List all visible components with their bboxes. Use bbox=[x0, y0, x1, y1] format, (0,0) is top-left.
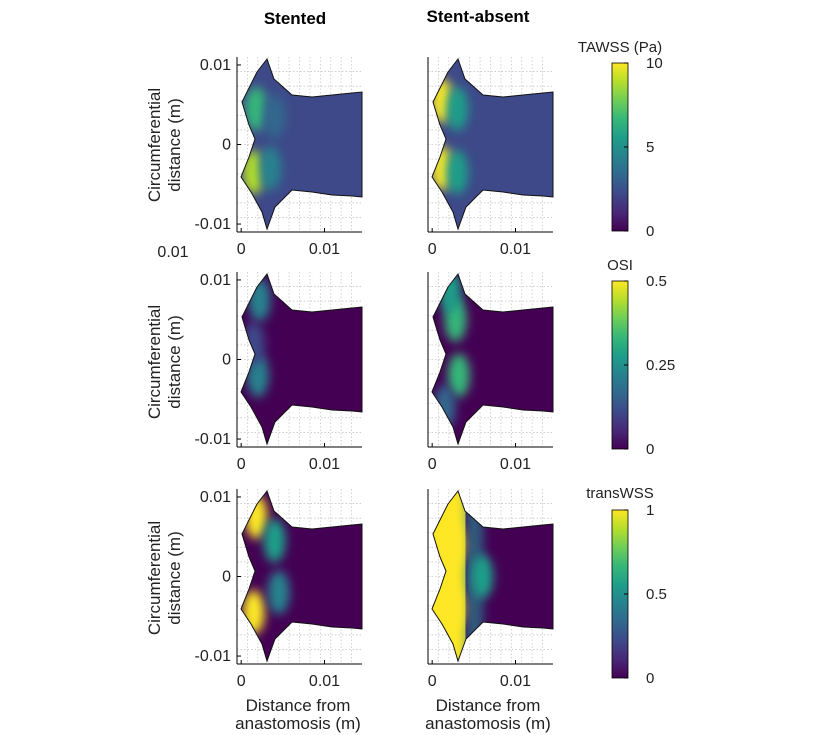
heatmap-field bbox=[432, 59, 553, 229]
vessel-outline bbox=[431, 489, 554, 663]
heatmap-panel-tawss-stented: 0 0.01 0.01 0 -0.01 bbox=[195, 57, 363, 258]
heatmap-hotspot bbox=[471, 554, 494, 599]
vessel-outline bbox=[240, 489, 363, 663]
heatmap-panel-tawss-stent-absent: 0 0.01 bbox=[427, 57, 554, 258]
y-tick-label: -0.01 bbox=[195, 216, 232, 233]
y-tick-label: -0.01 bbox=[195, 431, 232, 448]
ylabel-row-2: Circumferential distance (m) bbox=[145, 305, 184, 419]
column-title-stented: Stented bbox=[264, 9, 326, 28]
colorbar-tick-label: 0.5 bbox=[646, 273, 667, 290]
stray-tick-label: 0.01 bbox=[157, 244, 188, 261]
heatmap-field bbox=[241, 491, 362, 661]
ylabel-row-1: Circumferential distance (m) bbox=[145, 88, 184, 202]
y-tick-label: 0 bbox=[222, 569, 231, 586]
x-tick-label: 0.01 bbox=[500, 241, 531, 258]
heatmap-saturated-region bbox=[432, 491, 466, 661]
colorbar-tick-label: 0.25 bbox=[646, 357, 675, 374]
xlabel-line2: anastomosis (m) bbox=[235, 714, 361, 733]
colorbar-osi: OSI 0.5 0.25 0 bbox=[607, 257, 675, 458]
xlabel-right: Distance from anastomosis (m) bbox=[425, 696, 551, 733]
x-tick-label: 0 bbox=[428, 456, 437, 473]
heatmap-hotspot bbox=[446, 86, 469, 131]
heatmap-field bbox=[241, 59, 362, 229]
y-tick-label: 0 bbox=[222, 352, 231, 369]
heatmap-hotspot bbox=[442, 586, 464, 631]
y-tick-label: 0.01 bbox=[200, 489, 231, 506]
heatmap-hotspot bbox=[242, 150, 265, 195]
y-tick-label: 0 bbox=[222, 137, 231, 154]
colorbar-tick-label: 5 bbox=[646, 139, 654, 156]
x-tick-label: 0 bbox=[428, 673, 437, 690]
vessel-outline bbox=[240, 272, 363, 446]
heatmap-panel-osi-stent-absent: 0 0.01 bbox=[427, 272, 554, 473]
heatmap-hotspot bbox=[439, 274, 462, 314]
vessel-outline bbox=[240, 57, 363, 231]
colorbar-tick-label: 0 bbox=[646, 223, 654, 240]
y-tick-label: 0.01 bbox=[200, 57, 231, 74]
colorbar-title: transWSS bbox=[586, 485, 654, 502]
heatmap-field bbox=[432, 491, 553, 661]
ylabel-line2: distance (m) bbox=[165, 98, 184, 192]
heatmap-hotspot bbox=[263, 94, 286, 139]
x-tick-label: 0.01 bbox=[500, 673, 531, 690]
ylabel-line1: Circumferential bbox=[145, 305, 164, 419]
x-tick-label: 0.01 bbox=[309, 456, 340, 473]
heatmap-panel-osi-stented: 0 0.01 0.01 0 -0.01 bbox=[195, 272, 363, 473]
x-tick-label: 0.01 bbox=[500, 456, 531, 473]
xlabel-line1: Distance from bbox=[246, 696, 351, 715]
y-tick-label: -0.01 bbox=[195, 648, 232, 665]
vessel-outline bbox=[431, 57, 554, 231]
heatmap-hotspot bbox=[447, 353, 470, 398]
xlabel-line1: Distance from bbox=[436, 696, 541, 715]
heatmap-hotspot bbox=[442, 522, 464, 567]
heatmap-hotspot bbox=[259, 146, 282, 191]
heatmap-field bbox=[241, 274, 362, 444]
vessel-outline bbox=[431, 272, 554, 446]
ylabel-row-3: Circumferential distance (m) bbox=[145, 521, 184, 635]
heatmap-hotspot bbox=[446, 150, 469, 195]
ylabel-line1: Circumferential bbox=[145, 521, 164, 635]
x-tick-label: 0 bbox=[428, 241, 437, 258]
x-tick-label: 0 bbox=[237, 456, 246, 473]
column-title-stent-absent: Stent-absent bbox=[427, 7, 530, 26]
heatmap-panel-transwss-stented: 0 0.01 0.01 0 -0.01 bbox=[195, 489, 363, 690]
colorbar-tick-label: 0.5 bbox=[646, 586, 667, 603]
heatmap-hotspot bbox=[245, 494, 268, 539]
colorbar-title: OSI bbox=[607, 257, 633, 274]
heatmap-panel-transwss-stent-absent: 0 0.01 bbox=[427, 489, 554, 690]
xlabel-left: Distance from anastomosis (m) bbox=[235, 696, 361, 733]
heatmap-base bbox=[241, 59, 362, 229]
x-tick-label: 0 bbox=[237, 673, 246, 690]
x-tick-label: 0.01 bbox=[309, 673, 340, 690]
colorbar-tick-label: 0 bbox=[646, 670, 654, 687]
heatmap-hotspot bbox=[245, 86, 268, 131]
ylabel-line2: distance (m) bbox=[165, 531, 184, 625]
colorbar-tick-label: 10 bbox=[646, 55, 663, 72]
xlabel-line2: anastomosis (m) bbox=[425, 714, 551, 733]
heatmap-panels: 0 0.010.010-0.010 0.010 0.010.010-0.010 0.01… bbox=[195, 57, 554, 690]
ylabel-line2: distance (m) bbox=[165, 315, 184, 409]
colorbar-tick-label: 1 bbox=[646, 502, 654, 519]
colorbar-title: TAWSS (Pa) bbox=[578, 39, 662, 56]
x-tick-label: 0 bbox=[237, 241, 246, 258]
heatmap-hotspot bbox=[267, 570, 290, 615]
heatmap-hotspot bbox=[433, 385, 456, 430]
y-tick-label: 0.01 bbox=[200, 272, 231, 289]
heatmap-hotspot bbox=[263, 518, 286, 563]
ylabel-line1: Circumferential bbox=[145, 88, 164, 202]
colorbar-tick-label: 0 bbox=[646, 441, 654, 458]
x-tick-label: 0.01 bbox=[309, 241, 340, 258]
colorbar-tawss: TAWSS (Pa)10 5 0 bbox=[578, 39, 663, 240]
